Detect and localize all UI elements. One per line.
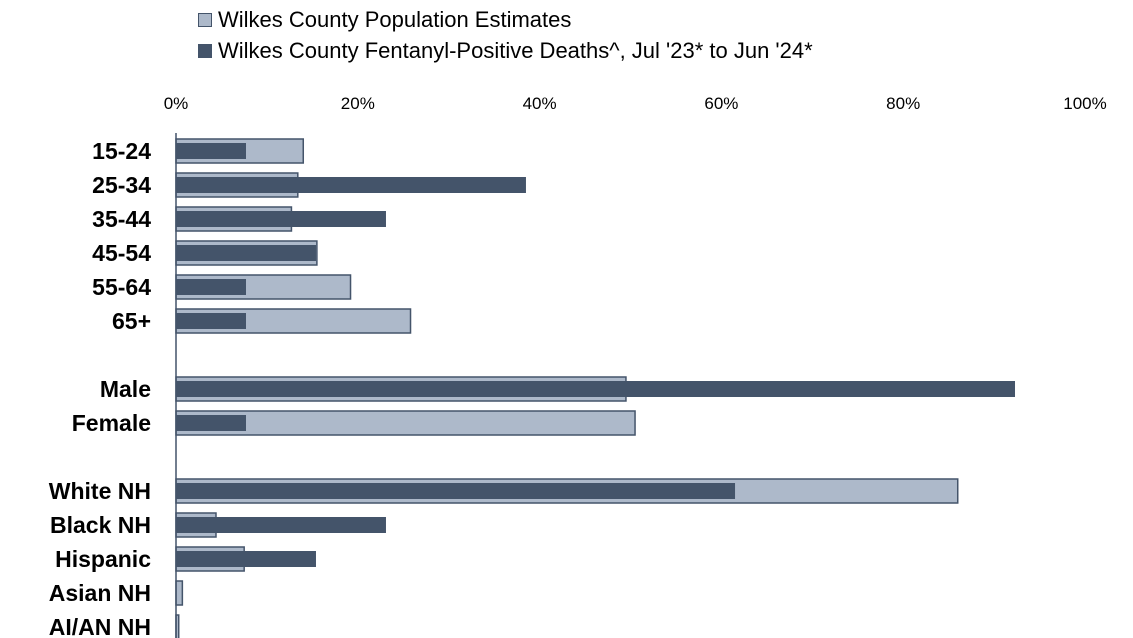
category-label-male: Male — [100, 376, 151, 402]
category-labels: 15-24 25-34 35-44 45-54 55-64 65+ Male Female Wh… — [49, 138, 151, 638]
category-label-15-24: 15-24 — [92, 138, 151, 164]
x-tick-labels: 0% 20% 40% 60% 80% 100% — [164, 94, 1107, 113]
category-label-65: 65+ — [112, 308, 151, 334]
deaths-bar-white-nh — [176, 483, 736, 499]
population-bar-asian-nh — [175, 580, 184, 606]
category-label-25-34: 25-34 — [92, 172, 151, 198]
category-label-hispanic: Hispanic — [55, 546, 151, 572]
legend-swatch-deaths — [198, 43, 212, 58]
deaths-bar-25-34 — [176, 177, 526, 193]
category-label-55-64: 55-64 — [92, 274, 151, 300]
category-label-asian-nh: Asian NH — [49, 580, 151, 606]
legend-label-population: Wilkes County Population Estimates — [218, 6, 572, 32]
x-tick-label-3: 60% — [704, 94, 738, 113]
deaths-bar-female — [176, 415, 246, 431]
x-tick-label-4: 80% — [886, 94, 920, 113]
deaths-bar-black-nh — [176, 517, 386, 533]
x-tick-label-0: 0% — [164, 94, 189, 113]
deaths-bar-male — [176, 381, 1016, 397]
category-label-black-nh: Black NH — [50, 512, 151, 538]
x-tick-label-5: 100% — [1063, 94, 1106, 113]
legend-item-population: Wilkes County Population Estimates — [198, 4, 813, 35]
deaths-bar-45-54 — [176, 245, 316, 261]
category-label-45-54: 45-54 — [92, 240, 151, 266]
category-label-female: Female — [72, 410, 151, 436]
legend-label-deaths: Wilkes County Fentanyl-Positive Deaths^,… — [218, 37, 813, 63]
category-label-35-44: 35-44 — [92, 206, 151, 232]
legend-item-deaths: Wilkes County Fentanyl-Positive Deaths^,… — [198, 35, 813, 66]
deaths-bar-55-64 — [176, 279, 246, 295]
bars — [175, 138, 1016, 638]
legend-swatch-population — [198, 12, 212, 27]
deaths-bar-15-24 — [176, 143, 246, 159]
deaths-bar-hispanic — [176, 551, 316, 567]
x-tick-label-2: 40% — [523, 94, 557, 113]
deaths-bar-65 — [176, 313, 246, 329]
legend: Wilkes County Population Estimates Wilke… — [198, 4, 813, 66]
deaths-bar-35-44 — [176, 211, 386, 227]
category-label-white-nh: White NH — [49, 478, 151, 504]
x-tick-label-1: 20% — [341, 94, 375, 113]
category-label-ai-an-nh: AI/AN NH — [49, 614, 151, 638]
